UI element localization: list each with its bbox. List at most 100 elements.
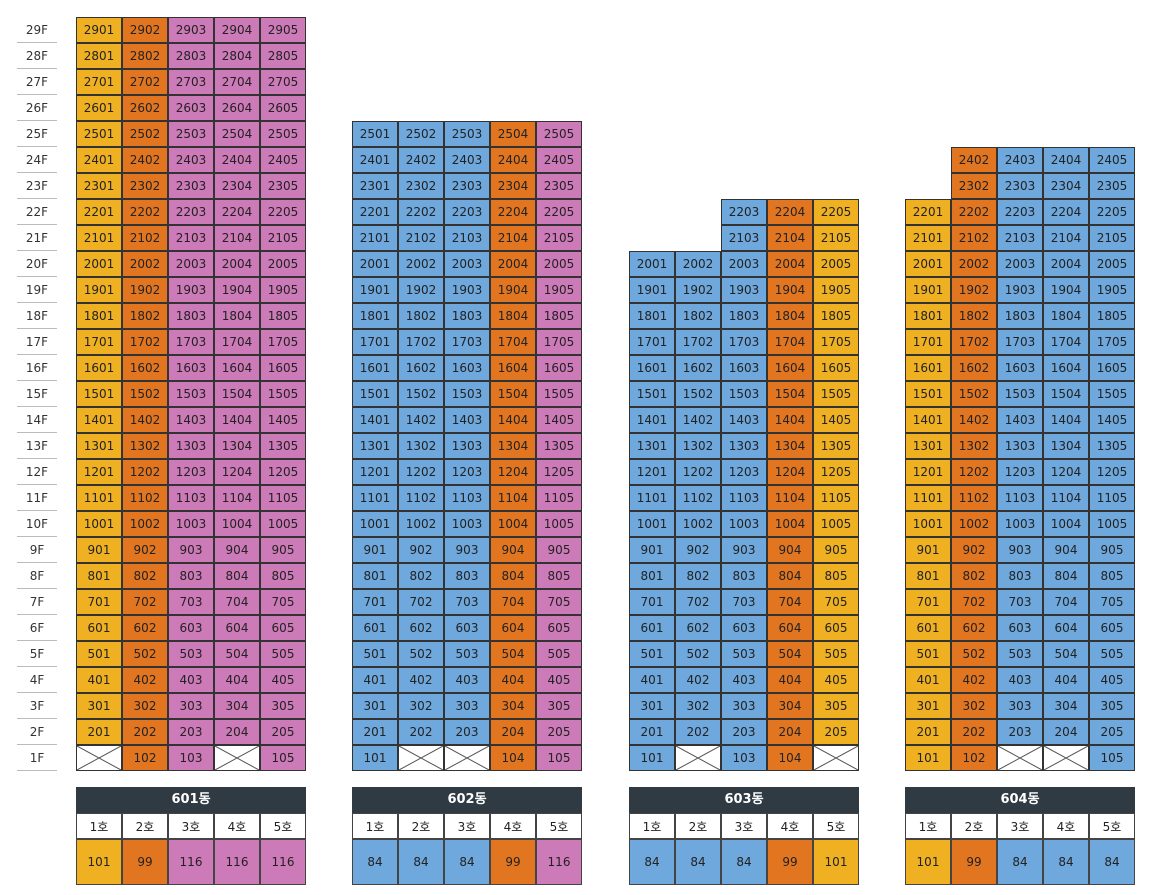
unit-cell: 705 [813,589,859,615]
unit-cell: 2505 [536,121,582,147]
unit-cell: 2202 [398,199,444,225]
unit-cell: 305 [536,693,582,719]
unit-cell: 605 [260,615,306,641]
unit-cell: 1504 [214,381,260,407]
unit-cell: 2103 [997,225,1043,251]
unit-cell: 2201 [76,199,122,225]
unit-line-label: 3호 [444,813,490,839]
unit-cell: 404 [214,667,260,693]
unit-cell: 2603 [168,95,214,121]
unit-area: 101 [905,839,951,885]
unit-cell: 1104 [767,485,813,511]
floor-label: 25F [17,121,57,147]
unit-cell: 1103 [444,485,490,511]
unit-cell: 2105 [1089,225,1135,251]
unit-cell: 1203 [168,459,214,485]
unit-cell: 302 [675,693,721,719]
unit-cell: 401 [76,667,122,693]
empty-unit-cell [398,745,444,771]
unit-cell: 1901 [905,277,951,303]
unit-cell: 1101 [352,485,398,511]
unit-cell: 905 [536,537,582,563]
building-name: 602동 [352,787,582,813]
unit-area: 101 [76,839,122,885]
unit-cell: 1904 [490,277,536,303]
unit-cell: 201 [629,719,675,745]
unit-cell: 504 [1043,641,1089,667]
unit-cell: 1605 [1089,355,1135,381]
unit-cell: 603 [444,615,490,641]
unit-cell: 105 [260,745,306,771]
unit-area: 84 [1089,839,1135,885]
unit-cell: 2505 [260,121,306,147]
unit-cell: 505 [536,641,582,667]
unit-cell: 1104 [490,485,536,511]
unit-cell: 1002 [675,511,721,537]
unit-cell: 2002 [951,251,997,277]
unit-cell: 702 [398,589,444,615]
unit-cell: 903 [444,537,490,563]
unit-line-label: 1호 [905,813,951,839]
unit-cell: 501 [629,641,675,667]
unit-cell: 902 [398,537,444,563]
unit-cell: 801 [352,563,398,589]
unit-cell: 201 [905,719,951,745]
unit-cell: 1001 [76,511,122,537]
unit-cell: 1204 [214,459,260,485]
unit-cell: 1104 [1043,485,1089,511]
unit-cell: 1404 [214,407,260,433]
unit-cell: 2304 [214,173,260,199]
unit-cell: 904 [1043,537,1089,563]
unit-cell: 2302 [951,173,997,199]
unit-cell: 1402 [122,407,168,433]
unit-cell: 1305 [260,433,306,459]
unit-cell: 303 [721,693,767,719]
unit-area: 116 [168,839,214,885]
unit-cell: 1005 [813,511,859,537]
unit-cell: 2104 [767,225,813,251]
unit-cell: 903 [721,537,767,563]
floor-label: 1F [17,745,57,771]
unit-cell: 2303 [168,173,214,199]
unit-cell: 1102 [398,485,444,511]
unit-cell: 1801 [905,303,951,329]
unit-cell: 903 [997,537,1043,563]
unit-cell: 603 [721,615,767,641]
unit-cell: 505 [813,641,859,667]
unit-cell: 403 [721,667,767,693]
unit-cell: 604 [214,615,260,641]
unit-cell: 905 [260,537,306,563]
unit-cell: 2803 [168,43,214,69]
unit-cell: 703 [168,589,214,615]
unit-cell: 2704 [214,69,260,95]
unit-cell: 1502 [398,381,444,407]
unit-cell: 2001 [629,251,675,277]
unit-cell: 1501 [629,381,675,407]
floor-label: 27F [17,69,57,95]
unit-cell: 2303 [997,173,1043,199]
unit-cell: 1802 [951,303,997,329]
unit-cell: 502 [398,641,444,667]
unit-line-label: 3호 [997,813,1043,839]
unit-cell: 303 [168,693,214,719]
unit-cell: 2903 [168,17,214,43]
unit-cell: 1601 [905,355,951,381]
unit-cell: 705 [536,589,582,615]
unit-cell: 1103 [168,485,214,511]
unit-cell: 1002 [951,511,997,537]
unit-cell: 901 [76,537,122,563]
unit-cell: 902 [951,537,997,563]
unit-cell: 1704 [767,329,813,355]
floor-label: 18F [17,303,57,329]
floor-label: 2F [17,719,57,745]
unit-cell: 1905 [1089,277,1135,303]
empty-unit-cell [76,745,122,771]
unit-cell: 202 [951,719,997,745]
unit-cell: 2404 [1043,147,1089,173]
unit-cell: 701 [905,589,951,615]
unit-cell: 502 [951,641,997,667]
unit-cell: 405 [1089,667,1135,693]
unit-cell: 1401 [629,407,675,433]
unit-cell: 1402 [951,407,997,433]
unit-cell: 604 [490,615,536,641]
